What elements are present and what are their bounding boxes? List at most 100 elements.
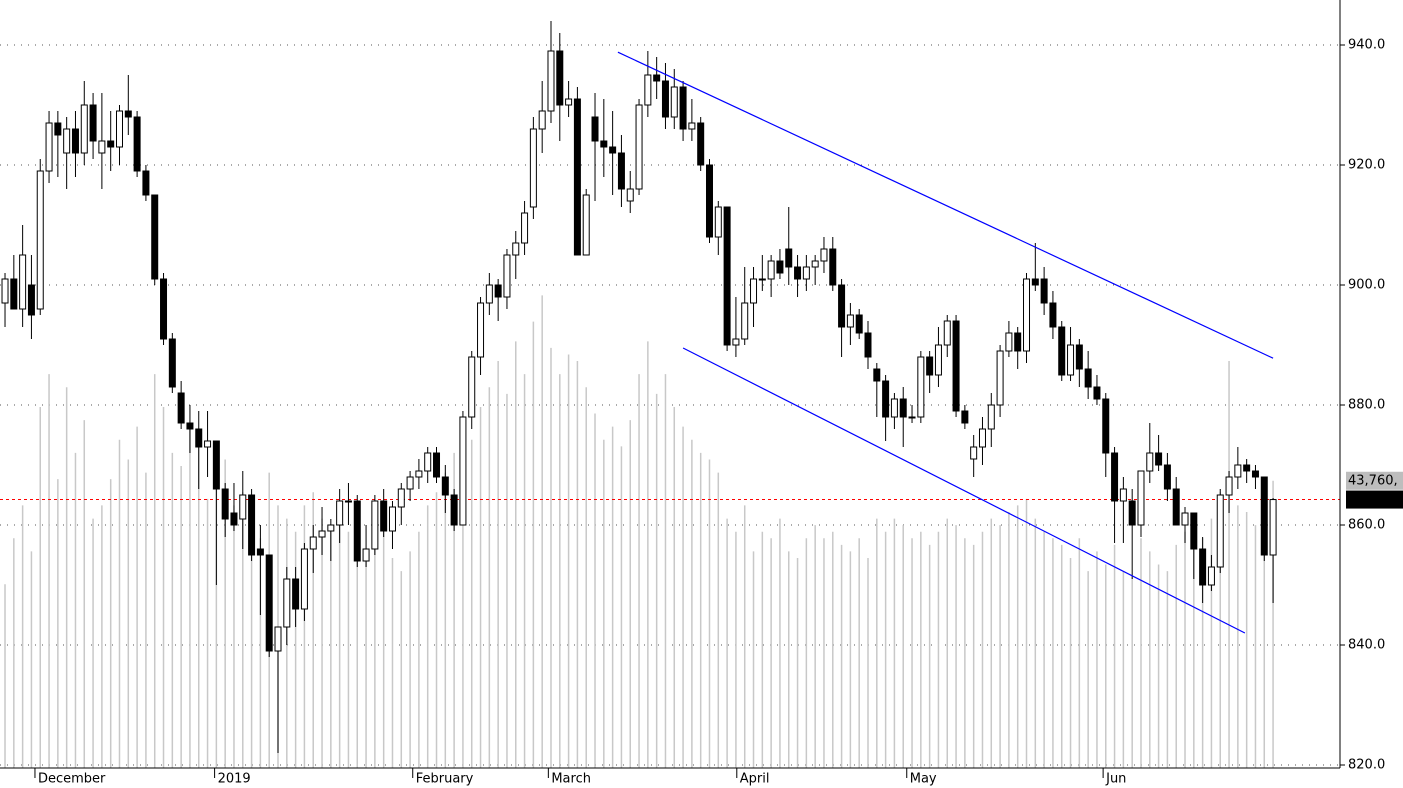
candle-body [635,104,643,190]
candle-body [107,140,115,148]
candle-body [239,494,247,520]
candle-body [741,302,749,340]
candle-body [89,104,97,142]
candle-body [36,170,44,310]
candle-body [98,140,106,154]
price-label-box [1346,490,1403,509]
candle-body [63,128,71,154]
candle-body [283,578,291,628]
volume-label-box [1346,471,1403,490]
candle-body [556,50,564,106]
candle-body [1269,499,1277,556]
candle-body [71,128,79,154]
candle-body [1111,452,1119,502]
candle-body [1155,452,1163,466]
candle-body [758,278,766,281]
y-tick-label: 900.0 [1348,278,1385,293]
candle-body [934,344,942,376]
x-tick-label: Jun [1105,772,1126,787]
trendline [682,347,1246,634]
candle-body [538,110,546,130]
candle-body [600,140,608,148]
candle-body [1058,326,1066,376]
x-tick-label: May [910,772,937,787]
candle-body [1049,302,1057,328]
candle-body [1023,278,1031,352]
candle-body [705,164,713,238]
candle-body [142,170,150,196]
candle-body [450,494,458,526]
y-tick-label: 820.0 [1348,758,1385,773]
candle-body [477,302,485,358]
candle-body [45,122,53,172]
candle-body [336,500,344,526]
candle-body [397,488,405,508]
candle-body [882,380,890,418]
x-tick-label: February [416,772,474,787]
candle-body [529,128,537,208]
candle-body [406,476,414,490]
candle-body [204,440,212,448]
candle-body [195,428,203,448]
x-tick-label: March [551,772,591,787]
candle-body [626,188,634,202]
candle-body [1093,386,1101,400]
candle-body [441,476,449,496]
candle-body [943,320,951,346]
candle-body [750,278,758,304]
candle-body [802,266,810,280]
candle-body [1216,494,1224,568]
candle-body [864,332,872,358]
candle-body [1014,332,1022,352]
candle-body [653,74,661,82]
candle-body [697,122,705,166]
candle-body [230,512,238,526]
candle-body [1084,368,1092,388]
candle-body [899,398,907,418]
candle-body [256,548,264,556]
x-tick-label: April [740,772,770,787]
candle-body [318,530,326,538]
candle-body [1031,278,1039,286]
candle-body [1128,500,1136,526]
candle-body [688,122,696,130]
candle-body [371,500,379,550]
y-tick-label: 880.0 [1348,398,1385,413]
y-tick-label: 840.0 [1348,638,1385,653]
candle-body [344,500,352,503]
candle-body [327,524,335,532]
candle-body [274,626,282,652]
candle-body [124,110,132,118]
candle-body [19,254,27,310]
candle-body [388,506,396,532]
candle-body [890,398,898,418]
candle-body [160,278,168,340]
candle-body [1102,398,1110,454]
x-tick-label: December [38,772,106,787]
volume-label: 43,760, [1348,473,1398,488]
candle-body [353,500,361,562]
candle-body [1190,512,1198,550]
candle-body [987,404,995,430]
candle-body [785,248,793,268]
candle-body [1260,476,1268,556]
candle-body [996,350,1004,406]
candle-body [248,494,256,556]
candle-body [1119,488,1127,502]
candle-body [1075,344,1083,370]
candle-body [433,452,441,478]
candle-body [1,278,9,304]
candle-body [485,284,493,304]
candle-body [714,206,722,238]
candle-body [362,548,370,562]
candle-body [609,146,617,154]
candle-body [908,416,916,419]
candle-body [1225,476,1233,496]
candle-body [503,254,511,298]
candle-body [468,356,476,418]
candle-body [952,320,960,412]
candle-body [133,116,141,172]
candle-body [1040,278,1048,304]
